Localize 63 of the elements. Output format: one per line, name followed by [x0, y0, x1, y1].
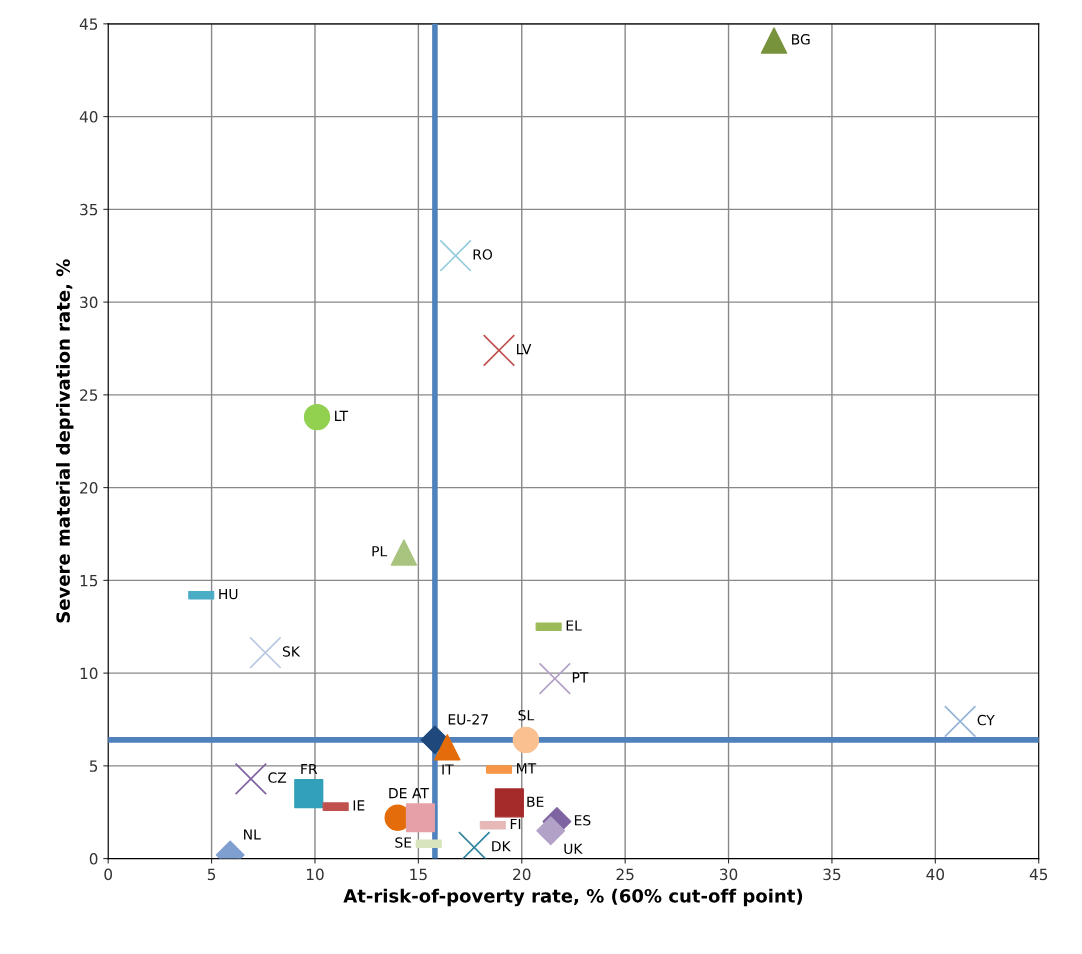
series-label: MT — [517, 763, 537, 774]
series-label: EU-27 — [448, 714, 488, 725]
series-label: ES — [574, 815, 591, 826]
x-tick-label: 0 — [104, 868, 113, 881]
point — [512, 726, 540, 754]
x-tick-label: 40 — [926, 868, 945, 881]
series-label: AT — [412, 788, 429, 799]
y-tick-label: 20 — [80, 482, 98, 494]
point — [434, 734, 461, 761]
y-axis-title: Severe material deprivation rate, % — [56, 259, 74, 623]
x-axis-title: At-risk-of-poverty rate, % (60% cut-off point) — [343, 888, 803, 907]
point — [536, 816, 566, 846]
y-tick-label: 25 — [80, 389, 98, 401]
series-label: PL — [372, 546, 388, 557]
series-label: IT — [442, 764, 454, 775]
series-label: FR — [301, 763, 318, 775]
x-tick-label: 10 — [306, 868, 324, 881]
series-label: BE — [527, 796, 544, 807]
y-tick-label: 15 — [80, 575, 98, 587]
point — [482, 334, 516, 367]
series-label: EL — [566, 620, 582, 631]
x-tick-label: 25 — [616, 868, 634, 881]
y-tick-label: 0 — [89, 853, 98, 865]
y-tick-label: 5 — [89, 760, 98, 772]
y-tick-label: 45 — [79, 18, 98, 30]
series-label: CZ — [268, 772, 287, 783]
y-tick-label: 40 — [79, 111, 98, 123]
y-tick-label: 10 — [80, 667, 98, 680]
point — [439, 239, 472, 272]
point — [944, 705, 977, 738]
series-label: RO — [473, 249, 493, 260]
x-tick-label: 45 — [1029, 868, 1048, 881]
x-tick-label: 35 — [823, 868, 841, 881]
series-label: FI — [510, 818, 521, 830]
x-tick-label: 30 — [719, 868, 738, 881]
series-label: IE — [353, 800, 365, 811]
point — [234, 762, 267, 795]
series-label: PT — [572, 672, 589, 683]
point — [294, 779, 324, 809]
point — [249, 636, 282, 669]
series-label: DE — [389, 788, 407, 799]
y-tick-label: 30 — [80, 296, 98, 309]
series-label: HU — [219, 588, 238, 600]
series-label: DK — [492, 841, 511, 852]
series-label: BG — [792, 34, 810, 45]
x-tick-label: 15 — [410, 868, 427, 881]
series-label: NL — [244, 829, 261, 840]
point — [494, 788, 524, 818]
point — [405, 803, 436, 833]
series-label: SL — [518, 710, 535, 721]
series-label: LV — [517, 344, 532, 355]
x-tick-label: 20 — [513, 868, 531, 881]
point — [390, 539, 418, 566]
series-label: LT — [335, 410, 349, 421]
x-tick-label: 5 — [207, 868, 216, 881]
series-label: UK — [564, 843, 583, 855]
series-label: CY — [977, 714, 995, 726]
point — [538, 662, 571, 695]
series-label: SK — [282, 646, 301, 657]
y-tick-label: 35 — [80, 203, 98, 216]
point — [760, 27, 788, 54]
point — [303, 403, 331, 431]
series-label: SE — [395, 837, 412, 848]
